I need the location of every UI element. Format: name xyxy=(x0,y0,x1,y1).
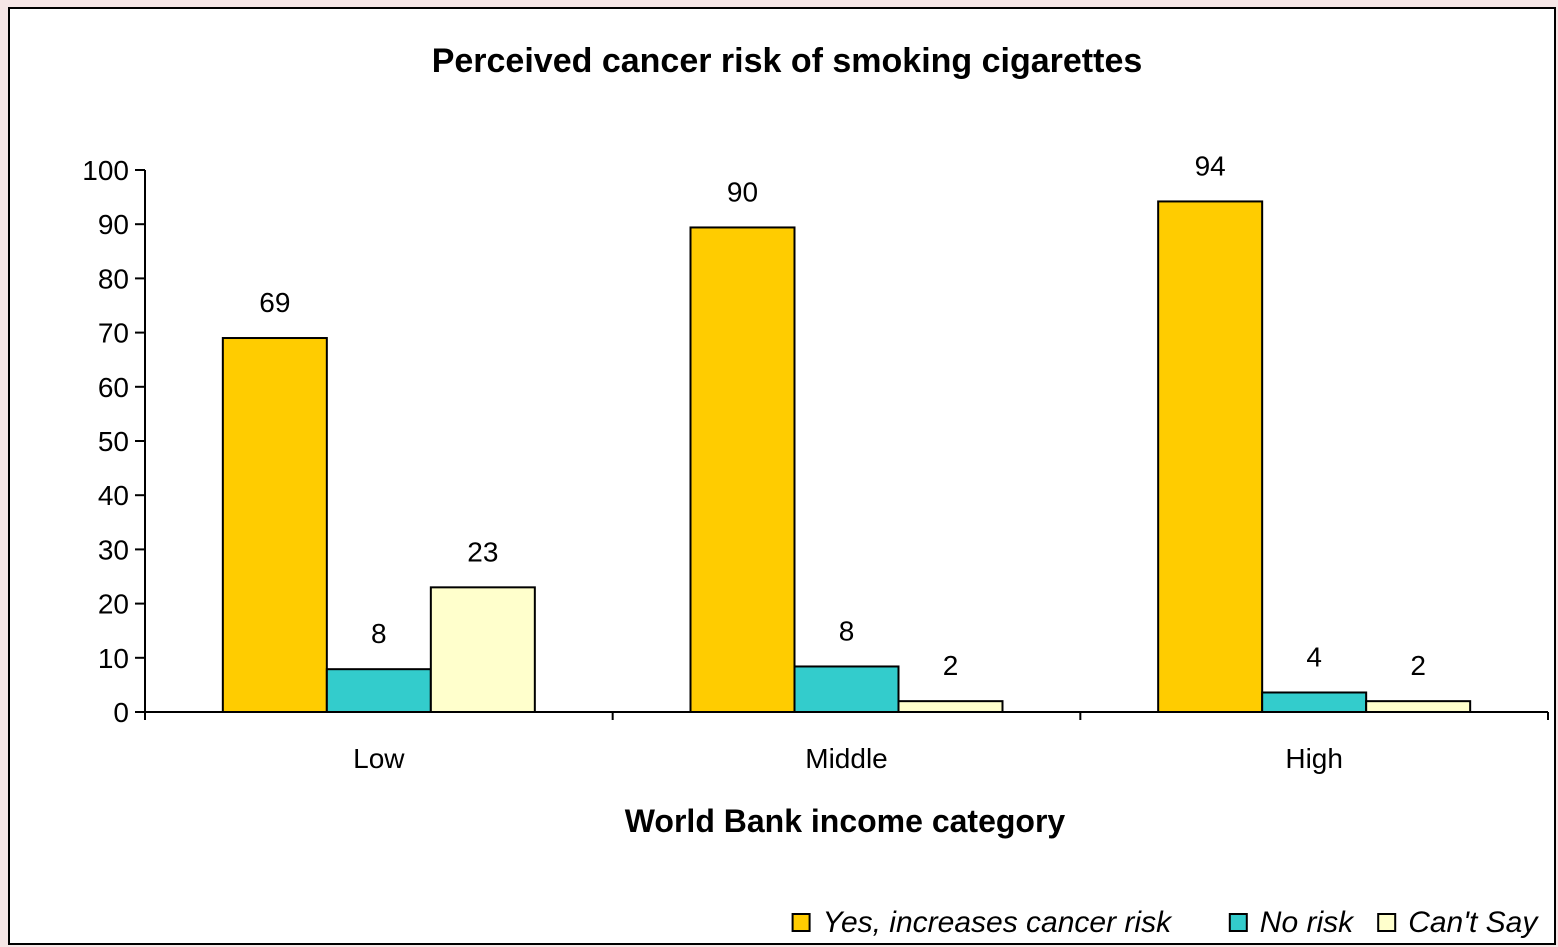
legend-label: Can't Say xyxy=(1408,906,1539,939)
data-label: 4 xyxy=(1306,641,1322,672)
y-tick-label: 90 xyxy=(98,209,129,240)
x-axis-title: World Bank income category xyxy=(625,803,1066,839)
data-label: 8 xyxy=(839,615,855,646)
x-tick-label: Middle xyxy=(805,743,887,774)
chart-title: Perceived cancer risk of smoking cigaret… xyxy=(432,42,1143,80)
bar-high-series-1 xyxy=(1157,200,1264,713)
legend-swatch xyxy=(791,913,811,932)
x-axis: Low Middle High xyxy=(144,711,1549,774)
x-tick-label: Low xyxy=(353,743,405,774)
bar-middle-series-3 xyxy=(897,700,1004,713)
bar-middle-series-1 xyxy=(689,226,796,713)
y-tick-label: 60 xyxy=(98,372,129,403)
bar-low-series-3 xyxy=(429,586,536,714)
legend-label: No risk xyxy=(1260,906,1355,939)
legend-label: Yes, increases cancer risk xyxy=(823,906,1173,939)
y-tick-label: 0 xyxy=(113,697,129,728)
data-label: 90 xyxy=(727,176,758,207)
bar-labels: 69 8 23 90 8 2 94 4 2 xyxy=(259,150,1426,681)
y-tick-label: 20 xyxy=(98,589,129,620)
y-tick-label: 50 xyxy=(98,426,129,457)
y-axis: 0 10 20 30 40 50 60 70 80 90 100 xyxy=(82,155,146,728)
bars xyxy=(221,200,1472,714)
y-tick-label: 30 xyxy=(98,534,129,565)
data-label: 2 xyxy=(1410,650,1426,681)
data-label: 8 xyxy=(371,618,387,649)
y-tick-label: 40 xyxy=(98,480,129,511)
legend-swatch xyxy=(1228,913,1248,932)
y-tick-label: 100 xyxy=(82,155,129,186)
data-label: 94 xyxy=(1195,150,1226,181)
x-tick-label: High xyxy=(1285,743,1343,774)
y-tick-label: 10 xyxy=(98,643,129,674)
data-label: 2 xyxy=(943,650,959,681)
legend-swatch xyxy=(1377,913,1397,932)
data-label: 69 xyxy=(259,287,290,318)
data-label: 23 xyxy=(467,536,498,567)
bar-high-series-3 xyxy=(1365,700,1472,713)
bar-high-series-2 xyxy=(1261,691,1368,713)
y-tick-label: 70 xyxy=(98,318,129,349)
bar-middle-series-2 xyxy=(793,665,900,713)
bar-low-series-2 xyxy=(325,668,432,714)
bar-low-series-1 xyxy=(221,337,328,713)
y-tick-label: 80 xyxy=(98,263,129,294)
legend: Can't Say No risk Yes, increases cancer ri… xyxy=(791,906,1539,939)
